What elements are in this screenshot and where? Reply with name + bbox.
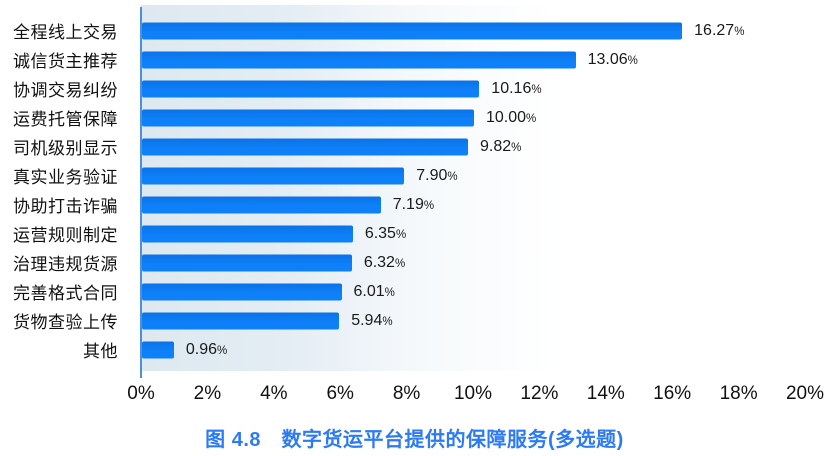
value-label: 9.82% bbox=[480, 138, 521, 156]
bar-row: 9.82% bbox=[142, 132, 806, 161]
value-percent-sign: % bbox=[423, 199, 435, 212]
bar-row: 16.27% bbox=[142, 16, 806, 45]
value-percent-sign: % bbox=[447, 170, 458, 183]
category-label: 其他 bbox=[83, 342, 118, 361]
value-number: 0.96 bbox=[185, 340, 217, 358]
bar bbox=[142, 312, 340, 329]
bar bbox=[142, 341, 174, 358]
value-label: 7.90% bbox=[416, 167, 457, 185]
value-number: 6.35 bbox=[364, 224, 396, 242]
value-label: 6.35% bbox=[365, 225, 406, 243]
category-label: 运费托管保障 bbox=[13, 110, 118, 129]
value-number: 7.19 bbox=[392, 195, 424, 213]
bar-row: 7.19% bbox=[142, 190, 806, 219]
value-number: 16.27 bbox=[694, 21, 735, 39]
bar bbox=[142, 254, 352, 271]
value-number: 10.16 bbox=[491, 79, 532, 97]
bar bbox=[142, 138, 469, 155]
bar bbox=[142, 225, 353, 242]
value-number: 9.82 bbox=[480, 137, 512, 155]
chart-title: 图 4.8 数字货运平台提供的保障服务(多选题) bbox=[205, 429, 624, 451]
value-percent-sign: % bbox=[734, 25, 745, 38]
value-percent-sign: % bbox=[526, 112, 537, 125]
x-tick-label: 10% bbox=[453, 383, 493, 404]
category-axis: 全程线上交易 诚信货主推荐 协调交易纠纷 运费托管保障 司机级别显示 真实业务验证 协助打击… bbox=[0, 16, 118, 364]
value-percent-sign: % bbox=[511, 141, 522, 154]
bar-row: 7.90% bbox=[142, 161, 806, 190]
category-label: 协助打击诈骗 bbox=[13, 197, 118, 216]
bar-row: 10.16% bbox=[142, 74, 806, 103]
bar bbox=[142, 51, 576, 68]
value-label: 16.27% bbox=[694, 22, 744, 40]
x-tick-label: 6% bbox=[326, 383, 354, 404]
category-label: 完善格式合同 bbox=[13, 284, 118, 303]
value-label: 7.19% bbox=[393, 196, 434, 214]
value-label: 6.32% bbox=[364, 254, 405, 272]
value-number: 5.94 bbox=[351, 311, 383, 329]
bar-row: 13.06% bbox=[142, 45, 806, 74]
category-label: 治理违规货源 bbox=[13, 255, 118, 274]
category-label: 诚信货主推荐 bbox=[13, 52, 118, 71]
bar-row: 5.94% bbox=[142, 306, 806, 335]
category-label: 真实业务验证 bbox=[13, 168, 118, 187]
bar bbox=[142, 283, 342, 300]
value-number: 10.00 bbox=[486, 108, 527, 126]
bar-row: 10.00% bbox=[142, 103, 806, 132]
value-percent-sign: % bbox=[382, 315, 393, 328]
bar bbox=[142, 196, 381, 213]
bar-row: 6.35% bbox=[142, 219, 806, 248]
x-tick-label: 20% bbox=[785, 383, 825, 404]
x-axis: 0% 2% 4% 6% 8% 10% 12% 14% 16% 18% 20% bbox=[127, 383, 824, 407]
x-tick-label: 14% bbox=[586, 383, 625, 404]
value-percent-sign: % bbox=[217, 344, 228, 357]
bar-row: 6.32% bbox=[142, 248, 806, 277]
x-tick-label: 18% bbox=[719, 383, 758, 404]
value-percent-sign: % bbox=[394, 257, 406, 270]
value-percent-sign: % bbox=[627, 54, 638, 67]
value-percent-sign: % bbox=[395, 228, 407, 241]
category-label: 运营规则制定 bbox=[13, 226, 118, 245]
plot-area: 16.27% 13.06% 10.16% 10.00% 9.82% 7.90% 7.19% 6… bbox=[142, 16, 806, 364]
value-label: 6.01% bbox=[354, 283, 395, 301]
x-tick-label: 4% bbox=[260, 383, 288, 404]
value-number: 7.90 bbox=[416, 166, 448, 184]
value-number: 6.32 bbox=[363, 253, 395, 271]
category-label: 协调交易纠纷 bbox=[13, 81, 118, 100]
value-percent-sign: % bbox=[384, 286, 395, 299]
x-tick-label: 8% bbox=[392, 383, 421, 404]
value-label: 0.96% bbox=[186, 341, 227, 359]
category-label: 货物查验上传 bbox=[13, 313, 118, 332]
value-number: 6.01 bbox=[353, 282, 385, 300]
category-label: 全程线上交易 bbox=[13, 23, 118, 42]
bar bbox=[142, 109, 474, 126]
x-tick-label: 2% bbox=[193, 383, 222, 404]
y-axis-line bbox=[140, 7, 142, 378]
x-tick-label: 12% bbox=[520, 383, 559, 404]
value-label: 13.06% bbox=[588, 51, 638, 69]
x-tick-label: 0% bbox=[127, 383, 155, 404]
value-label: 5.94% bbox=[351, 312, 392, 330]
bar bbox=[142, 167, 405, 184]
x-tick-label: 16% bbox=[653, 383, 692, 404]
bar-row: 0.96% bbox=[142, 335, 806, 364]
value-label: 10.00% bbox=[486, 109, 536, 127]
value-label: 10.16% bbox=[491, 80, 541, 98]
bar bbox=[142, 80, 480, 97]
value-number: 13.06 bbox=[587, 50, 628, 68]
bar-row: 6.01% bbox=[142, 277, 806, 306]
bar bbox=[142, 22, 683, 39]
category-label: 司机级别显示 bbox=[13, 139, 118, 158]
value-percent-sign: % bbox=[531, 83, 542, 96]
